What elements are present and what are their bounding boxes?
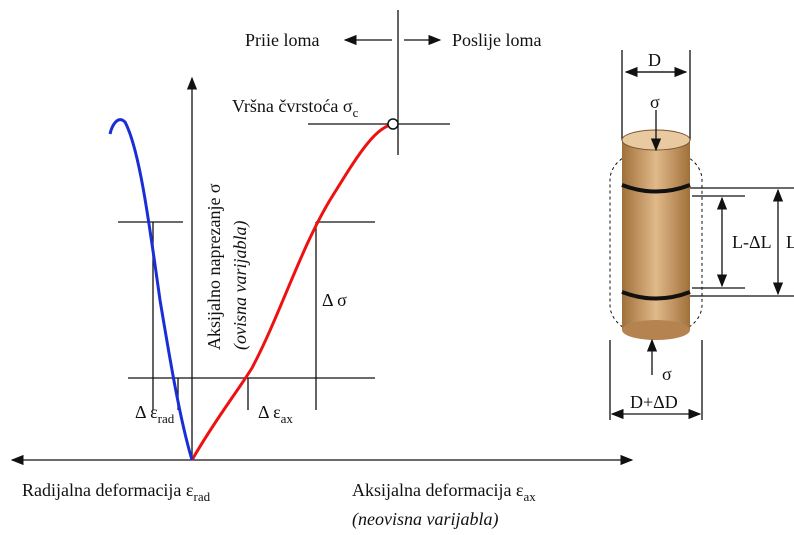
y-axis-note: (ovisna varijabla)	[230, 221, 251, 350]
x-right-sub: ax	[524, 489, 537, 504]
peak-text: Vršna čvrstoća σ	[232, 96, 353, 116]
top-width: D	[648, 50, 661, 70]
x-left-text: Radijalna deformacija ε	[22, 480, 194, 500]
inner-length: L-ΔL	[732, 232, 772, 252]
diagram: Priie loma Poslije loma Vršna čvrstoća σ…	[0, 0, 794, 535]
delta-ax-text: Δ ε	[258, 402, 281, 422]
x-right-note: (neovisna varijabla)	[352, 509, 498, 530]
peak-sub: c	[353, 105, 359, 120]
delta-rad: Δ εrad	[135, 402, 175, 426]
y-axis-label: Aksijalno naprezanje σ	[204, 183, 224, 350]
bottom-load: σ	[662, 364, 672, 384]
axes	[12, 10, 632, 460]
x-left-sub: rad	[193, 489, 210, 504]
top-load: σ	[650, 92, 660, 112]
delta-rad-sub: rad	[158, 411, 175, 426]
delta-sigma: Δ σ	[322, 290, 347, 310]
delta-rad-text: Δ ε	[135, 402, 158, 422]
length: L	[786, 232, 794, 252]
peak-point	[388, 119, 398, 129]
peak-label: Vršna čvrstoća σc	[232, 96, 359, 120]
x-right-text: Aksijalna deformacija ε	[352, 480, 524, 500]
delta-ax-sub: ax	[281, 411, 294, 426]
x-right-label: Aksijalna deformacija εax	[352, 480, 536, 504]
x-left-label: Radijalna deformacija εrad	[22, 480, 211, 504]
before-label: Priie loma	[245, 30, 320, 50]
after-label: Poslije loma	[452, 30, 542, 50]
bottom-width: D+ΔD	[630, 392, 678, 412]
delta-ax: Δ εax	[258, 402, 293, 426]
